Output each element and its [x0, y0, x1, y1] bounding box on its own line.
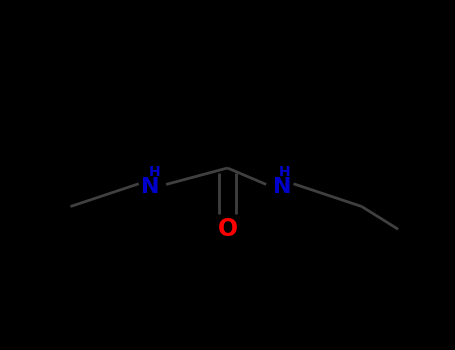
Text: H: H	[149, 164, 161, 178]
Text: O: O	[217, 217, 238, 241]
Text: H: H	[278, 164, 290, 178]
Text: N: N	[141, 177, 159, 197]
Text: N: N	[273, 177, 291, 197]
